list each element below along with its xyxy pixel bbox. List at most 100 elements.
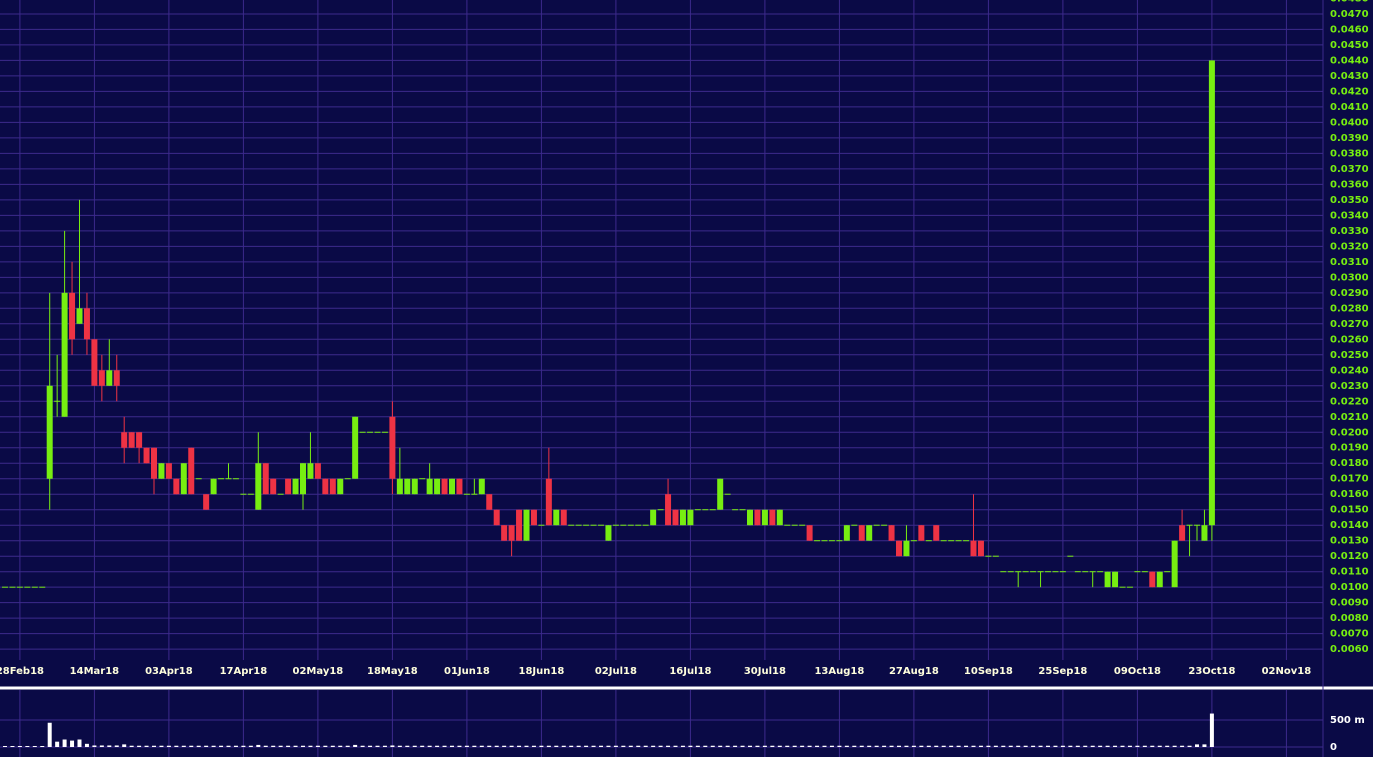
candle-body: [2, 586, 8, 588]
candle-body: [568, 524, 575, 526]
volume-tick-label: 500 m: [1330, 715, 1365, 726]
volume-bar: [442, 745, 447, 747]
candle-body: [866, 525, 873, 541]
candle-body: [61, 292, 68, 417]
candle-body: [1074, 571, 1081, 573]
y-tick-label: 0.0210: [1330, 412, 1369, 423]
candle-body: [598, 524, 604, 526]
volume-bar: [718, 745, 723, 747]
candle-body: [992, 555, 999, 557]
x-tick-label: 10Sep18: [964, 666, 1013, 677]
candle-body: [195, 478, 202, 480]
candle-body: [1022, 571, 1029, 573]
volume-bar: [1157, 745, 1162, 747]
volume-bar: [122, 744, 127, 747]
volume-bar: [1098, 745, 1103, 747]
candle-body: [314, 463, 321, 479]
volume-bar: [226, 745, 231, 747]
volume-bar: [1060, 745, 1065, 747]
volume-bar: [822, 745, 827, 747]
volume-bar: [84, 743, 89, 747]
y-tick-label: 0.0230: [1330, 381, 1369, 392]
volume-bar: [703, 745, 708, 747]
candle-body: [128, 432, 135, 448]
candle-body: [650, 509, 657, 526]
candle-body: [449, 478, 455, 495]
candle-body: [1164, 571, 1171, 573]
volume-bar: [867, 745, 872, 747]
candle-body: [31, 586, 38, 588]
volume-bar: [1090, 745, 1095, 747]
volume-bar: [107, 745, 112, 747]
x-tick-label: 14Mar18: [70, 666, 120, 677]
candle-body: [203, 494, 210, 510]
candle-body: [523, 509, 530, 541]
candle-body: [16, 586, 23, 588]
candle-body: [970, 540, 977, 557]
volume-bar: [241, 745, 246, 747]
volume-bar: [1105, 745, 1110, 747]
candle-body: [1097, 571, 1104, 573]
y-tick-label: 0.0250: [1330, 350, 1369, 361]
y-tick-label: 0.0390: [1330, 133, 1369, 144]
volume-bar: [785, 745, 790, 747]
volume-bar: [1202, 744, 1207, 747]
candle-body: [739, 509, 746, 511]
volume-bar: [859, 745, 864, 747]
volume-bar: [166, 745, 171, 747]
candle-body: [39, 586, 46, 588]
y-tick-label: 0.0260: [1330, 334, 1369, 345]
volume-bar: [651, 745, 656, 747]
candle-body: [404, 478, 411, 495]
volume-bar: [382, 745, 387, 747]
y-tick-label: 0.0410: [1330, 102, 1369, 113]
candle-body: [389, 416, 396, 479]
candle-body: [396, 478, 403, 495]
volume-bar: [353, 744, 358, 747]
x-tick-label: 18Jun18: [519, 666, 565, 677]
candle-body: [247, 493, 254, 495]
y-tick-label: 0.0280: [1330, 303, 1369, 314]
y-tick-label: 0.0120: [1330, 551, 1369, 562]
volume-bar: [502, 745, 507, 747]
candle-body: [1082, 571, 1089, 573]
candle-body: [530, 509, 537, 526]
candle-body: [903, 540, 910, 557]
volume-bar: [25, 746, 30, 747]
candle-body: [143, 447, 150, 464]
candle-body: [337, 478, 344, 495]
candle-body: [918, 525, 925, 541]
y-tick-label: 0.0300: [1330, 272, 1369, 283]
volume-bar: [546, 745, 551, 747]
volume-bar: [770, 745, 775, 747]
volume-bar: [733, 745, 738, 747]
y-tick-label: 0.0330: [1330, 226, 1369, 237]
volume-bar: [1083, 745, 1088, 747]
volume-bar: [189, 745, 194, 747]
volume-bar: [1195, 744, 1199, 747]
candle-body: [627, 524, 634, 526]
candle-body: [694, 509, 701, 511]
y-tick-label: 0.0200: [1330, 427, 1369, 438]
volume-bar: [55, 741, 60, 747]
candle-body: [516, 509, 523, 541]
volume-bar: [762, 745, 767, 747]
candle-body: [605, 525, 612, 541]
y-tick-label: 0.0170: [1330, 474, 1369, 485]
y-tick-label: 0.0360: [1330, 179, 1369, 190]
volume-bar: [1172, 745, 1177, 747]
candle-body: [151, 447, 157, 479]
volume-bar: [1187, 745, 1192, 747]
candle-body: [791, 524, 798, 526]
x-tick-label: 28Feb18: [0, 666, 44, 677]
candle-body: [419, 478, 426, 480]
x-tick-label: 27Aug18: [889, 666, 939, 677]
y-tick-label: 0.0090: [1330, 598, 1369, 609]
volume-bar: [956, 745, 961, 747]
candle-body: [426, 478, 433, 495]
x-tick-label: 02Nov18: [1262, 666, 1312, 677]
candle-body: [851, 524, 858, 526]
x-tick-label: 18May18: [367, 666, 418, 677]
volume-bar: [673, 745, 678, 747]
candle-body: [724, 493, 731, 495]
